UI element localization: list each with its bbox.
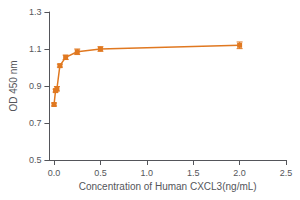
svg-text:OD 450 nm: OD 450 nm	[8, 60, 19, 111]
svg-text:1.3: 1.3	[29, 7, 42, 17]
svg-text:2.5: 2.5	[280, 168, 293, 178]
svg-text:0.7: 0.7	[29, 118, 42, 128]
svg-text:0.5: 0.5	[29, 155, 42, 165]
svg-text:0.9: 0.9	[29, 81, 42, 91]
svg-text:1.5: 1.5	[187, 168, 200, 178]
svg-text:2.0: 2.0	[233, 168, 246, 178]
svg-text:1.0: 1.0	[141, 168, 154, 178]
svg-text:Concentration of Human CXCL3(n: Concentration of Human CXCL3(ng/mL)	[79, 181, 257, 192]
svg-text:0.0: 0.0	[48, 168, 61, 178]
svg-text:0.5: 0.5	[94, 168, 107, 178]
svg-text:1.1: 1.1	[29, 44, 42, 54]
